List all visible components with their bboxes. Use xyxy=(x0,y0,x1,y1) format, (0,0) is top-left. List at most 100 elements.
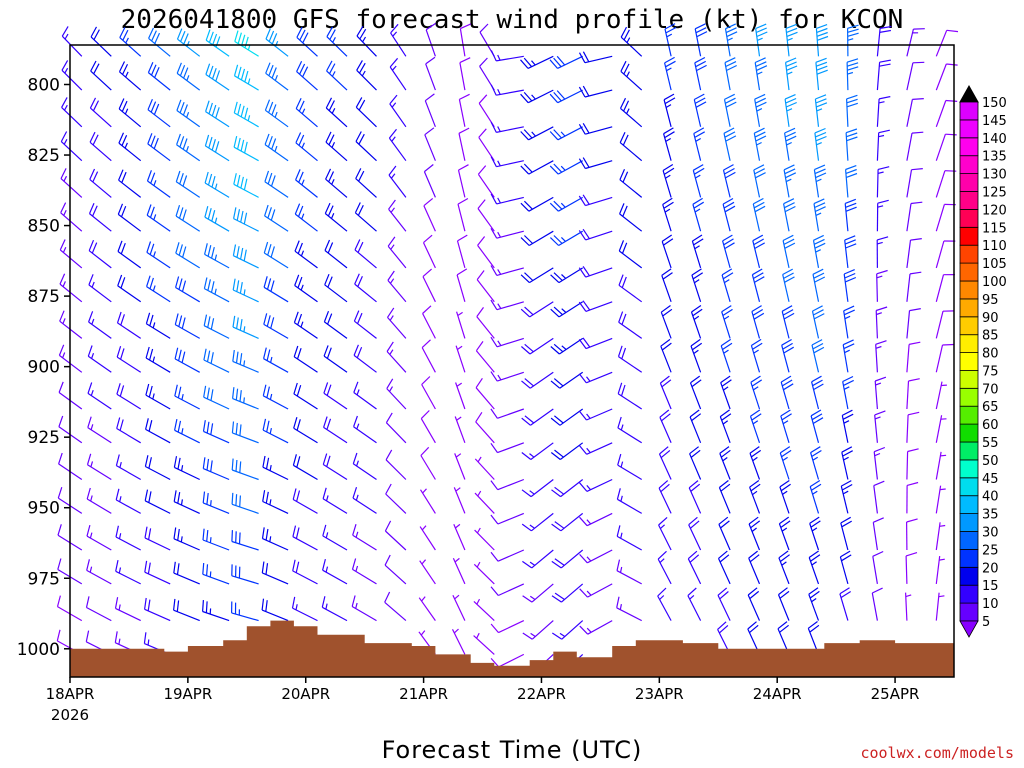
colorbar: 5 10 15 20 25 30 35 40 45 50 55 60 65 70 75 80 85 90 95 100… xyxy=(959,84,1007,638)
wind-barb xyxy=(810,446,822,480)
wind-barb xyxy=(520,301,554,318)
colorbar-label: 130 xyxy=(982,168,1007,183)
wind-barb xyxy=(455,382,466,410)
wind-barb xyxy=(490,193,524,205)
wind-barb xyxy=(693,93,707,127)
wind-barb xyxy=(490,549,525,562)
wind-barb xyxy=(202,600,230,622)
wind-barb xyxy=(425,22,436,57)
wind-barb xyxy=(90,26,112,57)
wind-barb xyxy=(145,383,171,410)
wind-barb xyxy=(85,596,112,622)
wind-barb xyxy=(453,523,466,551)
wind-barb xyxy=(578,408,613,421)
wind-barb xyxy=(296,61,318,91)
wind-barb xyxy=(814,94,828,127)
wind-barb xyxy=(876,236,889,268)
x-tick-label: 22APR xyxy=(517,685,566,703)
wind-barb xyxy=(262,455,289,481)
wind-barb xyxy=(425,56,436,91)
wind-barb xyxy=(551,583,584,603)
wind-barb xyxy=(116,346,142,373)
wind-barb xyxy=(663,93,676,127)
wind-barb xyxy=(421,339,436,373)
wind-barb xyxy=(579,478,613,492)
wind-barb xyxy=(88,274,112,303)
wind-barb xyxy=(550,337,584,355)
wind-barb xyxy=(662,163,675,198)
wind-barb xyxy=(147,133,171,162)
wind-barb xyxy=(61,97,83,128)
wind-barb xyxy=(720,338,733,373)
wind-barb xyxy=(749,409,762,443)
wind-barb xyxy=(616,596,642,622)
wind-barb xyxy=(490,442,525,454)
colorbar-label: 125 xyxy=(982,186,1007,201)
wind-barb xyxy=(232,387,259,410)
wind-barb xyxy=(578,300,613,312)
wind-barb xyxy=(232,350,259,373)
wind-barb xyxy=(778,516,791,551)
colorbar-label: 60 xyxy=(982,418,999,433)
wind-barb xyxy=(549,126,583,141)
wind-barb xyxy=(174,313,200,339)
wind-barb xyxy=(144,526,171,551)
wind-barb xyxy=(205,63,230,91)
wind-barb xyxy=(356,60,377,91)
wind-barb xyxy=(490,371,524,382)
wind-barb xyxy=(578,51,613,64)
wind-barb xyxy=(687,587,702,621)
wind-barb xyxy=(906,131,924,161)
colorbar-label: 105 xyxy=(982,257,1007,272)
wind-barb xyxy=(935,415,947,443)
wind-barb xyxy=(324,273,348,303)
colorbar-swatch xyxy=(959,566,979,586)
wind-barb xyxy=(935,522,946,551)
wind-barb xyxy=(295,132,318,162)
wind-barb xyxy=(688,516,702,551)
y-tick-label: 850 xyxy=(28,217,60,237)
wind-barb xyxy=(422,234,436,269)
wind-barb xyxy=(578,194,613,207)
wind-barb xyxy=(356,25,377,57)
colorbar-label: 135 xyxy=(982,150,1007,165)
wind-barb xyxy=(549,160,583,175)
wind-barb xyxy=(88,202,112,232)
wind-barb xyxy=(176,99,201,128)
wind-barb xyxy=(323,416,348,444)
wind-barb xyxy=(842,375,854,410)
plot-area xyxy=(70,45,954,677)
wind-barb xyxy=(657,587,672,621)
wind-barb xyxy=(457,197,469,232)
wind-barb xyxy=(659,375,672,410)
x-axis: 18APR 19APR 20APR 21APR 22APR 23APR 24APR 25APR xyxy=(46,677,919,703)
wind-barb xyxy=(748,516,761,551)
wind-barb xyxy=(579,620,613,635)
wind-barb xyxy=(520,55,554,69)
colorbar-swatch xyxy=(959,405,979,425)
wind-barb xyxy=(847,24,859,57)
y-tick-label: 875 xyxy=(28,287,60,307)
wind-barb xyxy=(783,198,796,232)
wind-barb xyxy=(262,490,289,514)
wind-barb xyxy=(521,408,554,426)
wind-barb xyxy=(384,591,407,622)
wind-barb xyxy=(664,23,677,57)
wind-barb xyxy=(618,240,643,269)
wind-barb xyxy=(458,93,470,127)
wind-barb xyxy=(419,525,436,551)
colorbar-label: 75 xyxy=(982,364,999,379)
wind-barb xyxy=(578,442,613,455)
wind-barb xyxy=(812,234,826,269)
wind-barb xyxy=(660,305,673,339)
colorbar-label: 55 xyxy=(982,436,999,451)
wind-barb xyxy=(116,417,142,444)
wind-barb xyxy=(389,57,407,91)
colorbar-swatch xyxy=(959,155,979,174)
wind-barb xyxy=(419,559,436,585)
wind-barb xyxy=(658,480,672,514)
wind-barb xyxy=(871,587,883,621)
wind-barb xyxy=(618,311,643,339)
wind-barb xyxy=(265,62,289,91)
wind-barb xyxy=(549,89,583,104)
